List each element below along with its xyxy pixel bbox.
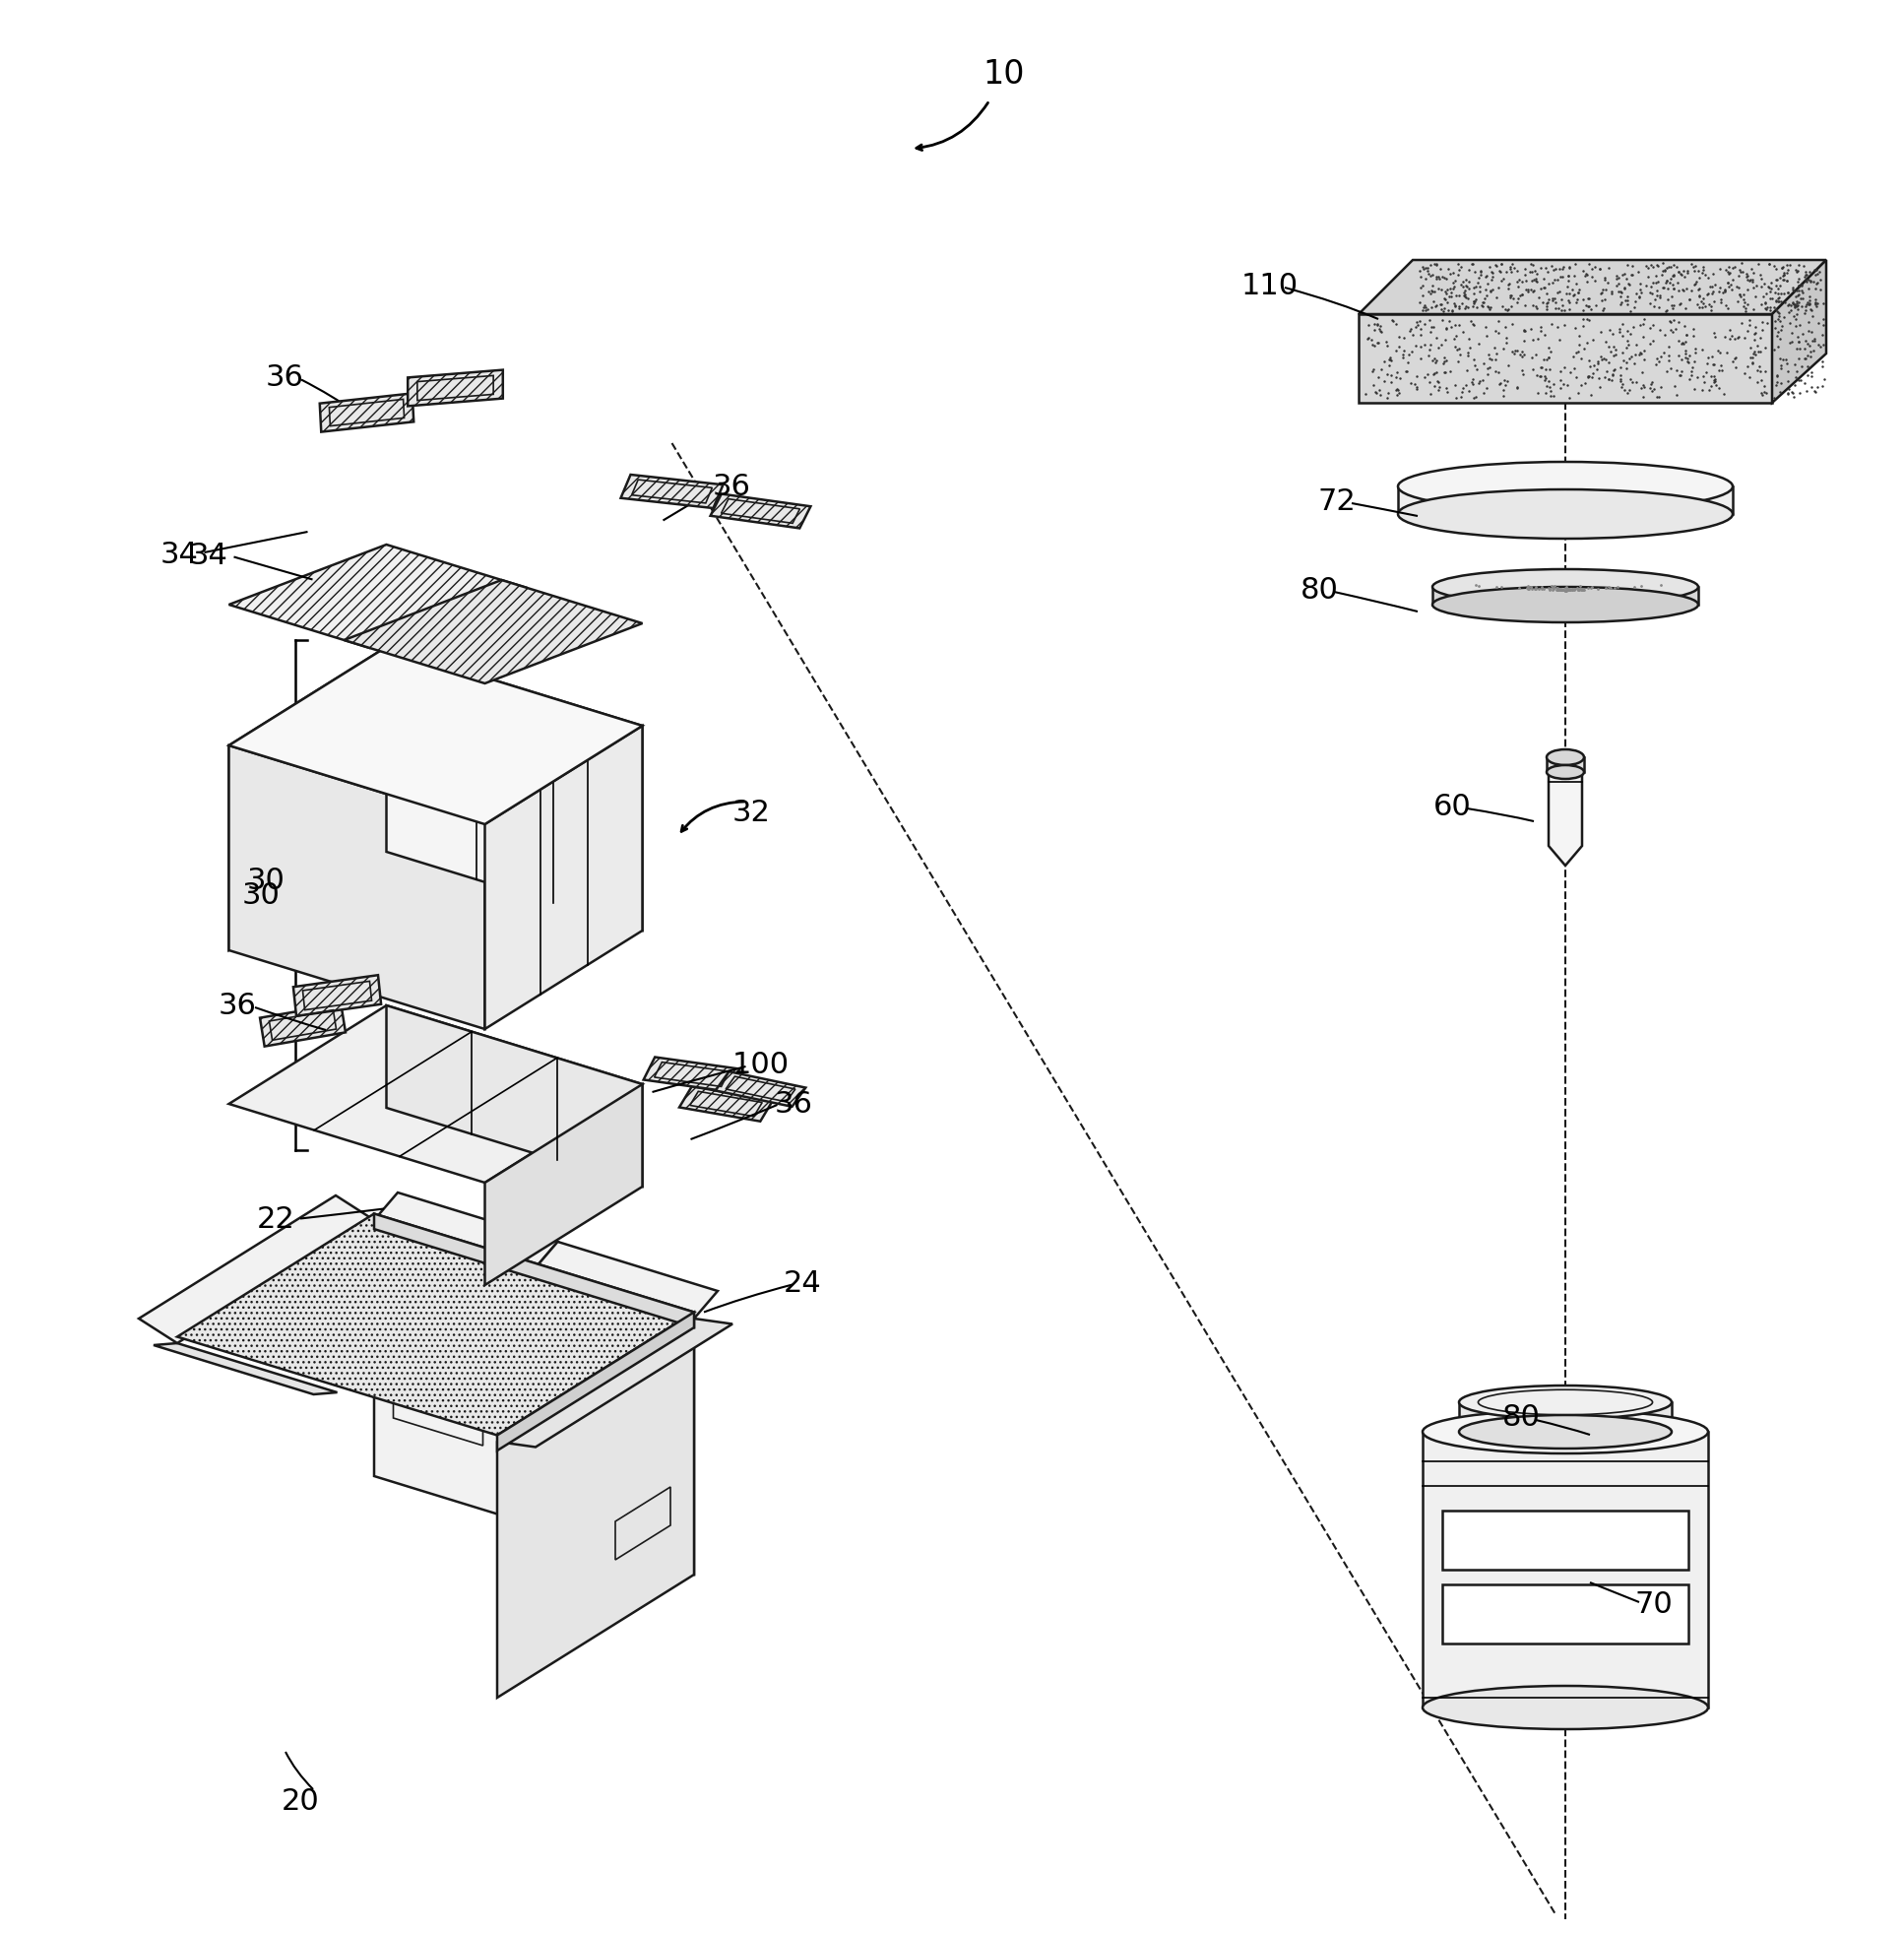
Polygon shape	[139, 1195, 373, 1344]
Polygon shape	[407, 371, 503, 406]
Polygon shape	[261, 1004, 345, 1046]
Polygon shape	[1458, 1402, 1672, 1431]
Polygon shape	[615, 1487, 670, 1561]
Ellipse shape	[1458, 1387, 1672, 1420]
Polygon shape	[1398, 487, 1733, 514]
Text: 70: 70	[1636, 1590, 1674, 1619]
Polygon shape	[394, 1329, 484, 1389]
Polygon shape	[228, 545, 527, 648]
Polygon shape	[154, 1344, 337, 1394]
Polygon shape	[394, 1379, 484, 1447]
Polygon shape	[293, 975, 381, 1017]
Text: 36: 36	[265, 364, 303, 393]
Ellipse shape	[1422, 1686, 1708, 1729]
Polygon shape	[497, 1319, 733, 1447]
Text: 36: 36	[219, 992, 257, 1019]
Ellipse shape	[1432, 588, 1698, 623]
Text: 20: 20	[282, 1787, 320, 1816]
Polygon shape	[373, 1220, 695, 1574]
Text: 72: 72	[1318, 487, 1356, 516]
Polygon shape	[1359, 315, 1773, 404]
Polygon shape	[1546, 758, 1584, 772]
Text: 22: 22	[257, 1205, 295, 1234]
Polygon shape	[228, 1006, 642, 1184]
Polygon shape	[1441, 1510, 1689, 1570]
Polygon shape	[497, 1319, 695, 1698]
Ellipse shape	[1432, 571, 1698, 605]
Polygon shape	[1548, 772, 1582, 866]
Ellipse shape	[1398, 462, 1733, 513]
Text: 80: 80	[1300, 576, 1339, 605]
Text: 36: 36	[712, 472, 750, 501]
Text: 34: 34	[160, 542, 198, 569]
Polygon shape	[710, 495, 811, 530]
Polygon shape	[228, 648, 387, 952]
Polygon shape	[486, 727, 642, 1029]
Polygon shape	[1441, 1584, 1689, 1644]
Text: 32: 32	[733, 797, 771, 826]
Polygon shape	[373, 1215, 695, 1329]
Polygon shape	[345, 580, 642, 685]
Polygon shape	[387, 648, 642, 930]
Polygon shape	[228, 648, 642, 824]
Polygon shape	[1422, 1431, 1708, 1708]
Ellipse shape	[1458, 1416, 1672, 1449]
Ellipse shape	[1398, 489, 1733, 540]
Polygon shape	[716, 1071, 805, 1106]
Polygon shape	[228, 747, 486, 1029]
Text: 100: 100	[731, 1050, 788, 1079]
Text: 36: 36	[775, 1089, 813, 1118]
Polygon shape	[486, 1085, 642, 1286]
Polygon shape	[497, 1313, 695, 1450]
Polygon shape	[387, 1006, 642, 1187]
Polygon shape	[177, 1215, 695, 1435]
Polygon shape	[535, 1242, 718, 1319]
Polygon shape	[1432, 588, 1698, 605]
Polygon shape	[1359, 261, 1826, 315]
Text: 60: 60	[1434, 793, 1472, 822]
Polygon shape	[644, 1058, 739, 1093]
Polygon shape	[621, 476, 724, 509]
Polygon shape	[680, 1087, 773, 1122]
Text: 30: 30	[242, 880, 280, 909]
Text: 10: 10	[982, 58, 1024, 91]
Text: 80: 80	[1502, 1402, 1540, 1431]
Polygon shape	[1773, 261, 1826, 404]
Text: 34: 34	[190, 542, 228, 571]
Ellipse shape	[1422, 1410, 1708, 1454]
Ellipse shape	[1546, 766, 1584, 779]
Text: 24: 24	[783, 1269, 821, 1298]
Polygon shape	[373, 1193, 558, 1269]
Text: 30: 30	[248, 866, 286, 895]
Ellipse shape	[1546, 750, 1584, 766]
Polygon shape	[320, 395, 413, 433]
Text: 110: 110	[1241, 271, 1299, 300]
